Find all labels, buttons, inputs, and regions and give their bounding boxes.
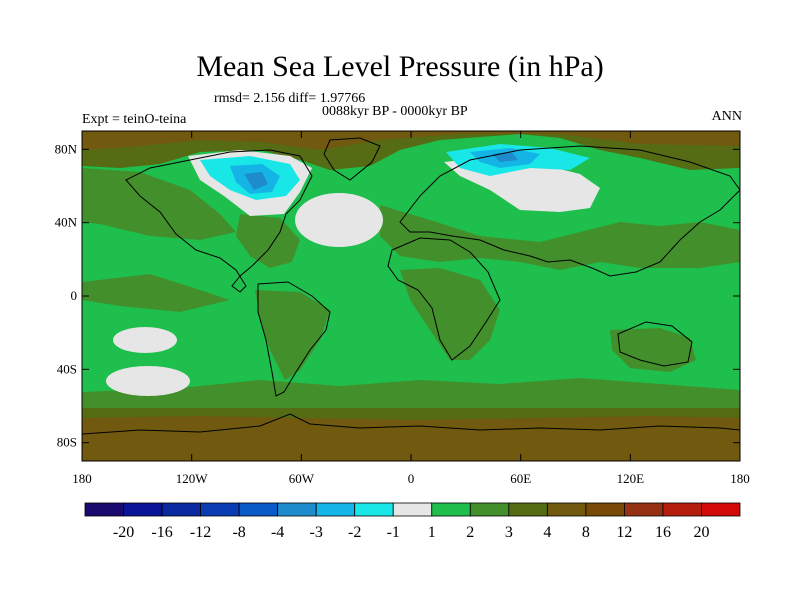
field-south-pacific-light-1	[113, 327, 177, 353]
colorbar-swatch	[84, 502, 124, 517]
colorbar-label: 16	[655, 524, 671, 541]
colorbar-label: -3	[310, 524, 323, 541]
colorbar-swatch	[624, 502, 664, 517]
coastline-north-america	[125, 149, 313, 293]
colorbar-swatch	[238, 502, 279, 517]
colorbar-label: -8	[232, 524, 245, 541]
colorbar-swatch	[662, 502, 702, 517]
colorbar-label: -2	[348, 524, 361, 541]
coastline-australia	[617, 321, 693, 367]
longitude-axis: 180 120W 60W 0 60E 120E 180	[72, 131, 750, 486]
field-eurasia-olive	[380, 205, 740, 270]
rmsd-diff-stats: rmsd= 2.156 diff= 1.97766	[214, 91, 366, 106]
colorbar-swatch	[200, 502, 240, 517]
field-north-america-olive	[236, 214, 300, 268]
lat-tick-label: 0	[71, 288, 78, 303]
experiment-label: Expt = teinO-teina	[82, 112, 187, 127]
period-label: 0088kyr BP - 0000kyr BP	[322, 104, 468, 119]
colorbar-swatch	[469, 502, 510, 517]
lon-tick-label: 180	[730, 471, 750, 486]
colorbar-swatch	[392, 502, 433, 517]
field-south-ocean-olive	[82, 378, 740, 408]
lon-tick-label: 120E	[617, 471, 645, 486]
coastline-greenland	[323, 137, 381, 181]
colorbar-label: 1	[428, 524, 436, 541]
pressure-field	[82, 131, 740, 461]
field-laurentide-deep	[244, 172, 268, 190]
lon-tick-label: 120W	[176, 471, 209, 486]
field-south-america-olive	[255, 290, 330, 380]
colorbar-swatch	[701, 502, 741, 517]
colorbar-swatch	[585, 502, 625, 517]
lat-tick-label: 40S	[57, 361, 77, 376]
lon-tick-label: 60W	[289, 471, 315, 486]
colorbar-swatch	[123, 502, 163, 517]
colorbar: -20 -16 -12 -8 -4 -3 -2 -1 1 2 3 4 8 12 16 20	[84, 502, 741, 541]
colorbar-label: 20	[693, 524, 709, 541]
colorbar-label: -1	[387, 524, 400, 541]
field-australia-olive	[610, 328, 696, 372]
colorbar-label: 3	[505, 524, 513, 541]
colorbar-swatch	[315, 502, 356, 517]
field-north-atlantic-light	[295, 193, 383, 247]
coastline-eurasia	[399, 145, 740, 277]
coastline-south-america	[257, 281, 331, 397]
colorbar-label: 2	[466, 524, 474, 541]
lat-tick-label: 80N	[55, 141, 78, 156]
field-tropical-pacific-olive	[82, 274, 230, 312]
colorbar-label: 12	[616, 524, 632, 541]
lon-tick-label: 180	[72, 471, 92, 486]
lon-tick-label: 60E	[510, 471, 531, 486]
lon-tick-label: 0	[408, 471, 415, 486]
colorbar-label: -16	[151, 524, 172, 541]
plot-title: Mean Sea Level Pressure (in hPa)	[196, 50, 604, 83]
colorbar-swatch	[161, 502, 201, 517]
colorbar-swatch	[277, 502, 317, 517]
field-north-pacific-olive	[82, 168, 236, 240]
colorbar-swatch	[431, 502, 471, 517]
field-arctic-dark	[82, 131, 740, 150]
colorbar-swatch	[546, 502, 587, 517]
colorbar-label: -4	[271, 524, 284, 541]
coastline-africa	[387, 237, 501, 361]
colorbar-swatch	[508, 502, 548, 517]
field-south-pacific-light-2	[106, 366, 190, 396]
latitude-axis: 80N 40N 0 40S 80S	[55, 141, 740, 450]
coastlines	[82, 137, 740, 435]
field-africa-olive	[400, 268, 500, 360]
lat-tick-label: 40N	[55, 215, 78, 230]
colorbar-label: 4	[543, 524, 551, 541]
colorbar-swatch	[354, 502, 394, 517]
lat-tick-label: 80S	[57, 435, 77, 450]
coastline-antarctica	[82, 413, 740, 435]
colorbar-label: -20	[113, 524, 134, 541]
colorbar-label: -12	[190, 524, 211, 541]
season-label: ANN	[711, 109, 742, 124]
colorbar-label: 8	[582, 524, 590, 541]
